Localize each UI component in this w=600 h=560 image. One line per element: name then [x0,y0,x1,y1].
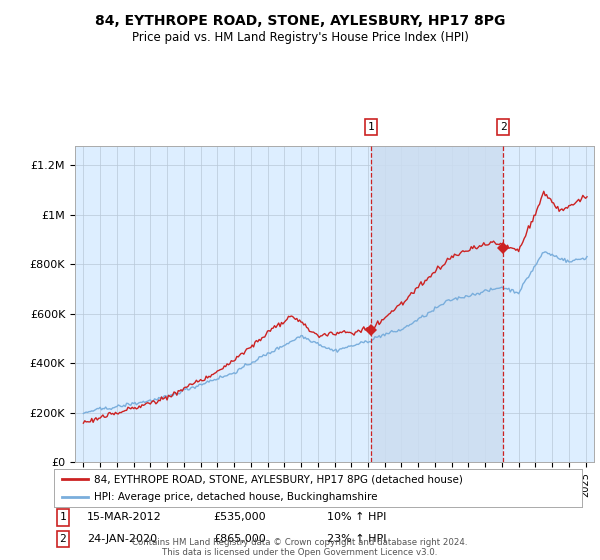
Text: 1: 1 [368,122,375,132]
Text: 24-JAN-2020: 24-JAN-2020 [87,534,157,544]
Text: 10% ↑ HPI: 10% ↑ HPI [327,512,386,522]
Text: Price paid vs. HM Land Registry's House Price Index (HPI): Price paid vs. HM Land Registry's House … [131,31,469,44]
Text: 15-MAR-2012: 15-MAR-2012 [87,512,162,522]
Text: 2: 2 [500,122,506,132]
Text: 2: 2 [59,534,67,544]
Text: 84, EYTHROPE ROAD, STONE, AYLESBURY, HP17 8PG (detached house): 84, EYTHROPE ROAD, STONE, AYLESBURY, HP1… [94,474,463,484]
Text: 84, EYTHROPE ROAD, STONE, AYLESBURY, HP17 8PG: 84, EYTHROPE ROAD, STONE, AYLESBURY, HP1… [95,14,505,28]
Text: Contains HM Land Registry data © Crown copyright and database right 2024.
This d: Contains HM Land Registry data © Crown c… [132,538,468,557]
Text: 23% ↑ HPI: 23% ↑ HPI [327,534,386,544]
Text: HPI: Average price, detached house, Buckinghamshire: HPI: Average price, detached house, Buck… [94,492,377,502]
Bar [371,146,503,462]
Text: £535,000: £535,000 [213,512,266,522]
Text: £865,000: £865,000 [213,534,266,544]
Text: 1: 1 [59,512,67,522]
